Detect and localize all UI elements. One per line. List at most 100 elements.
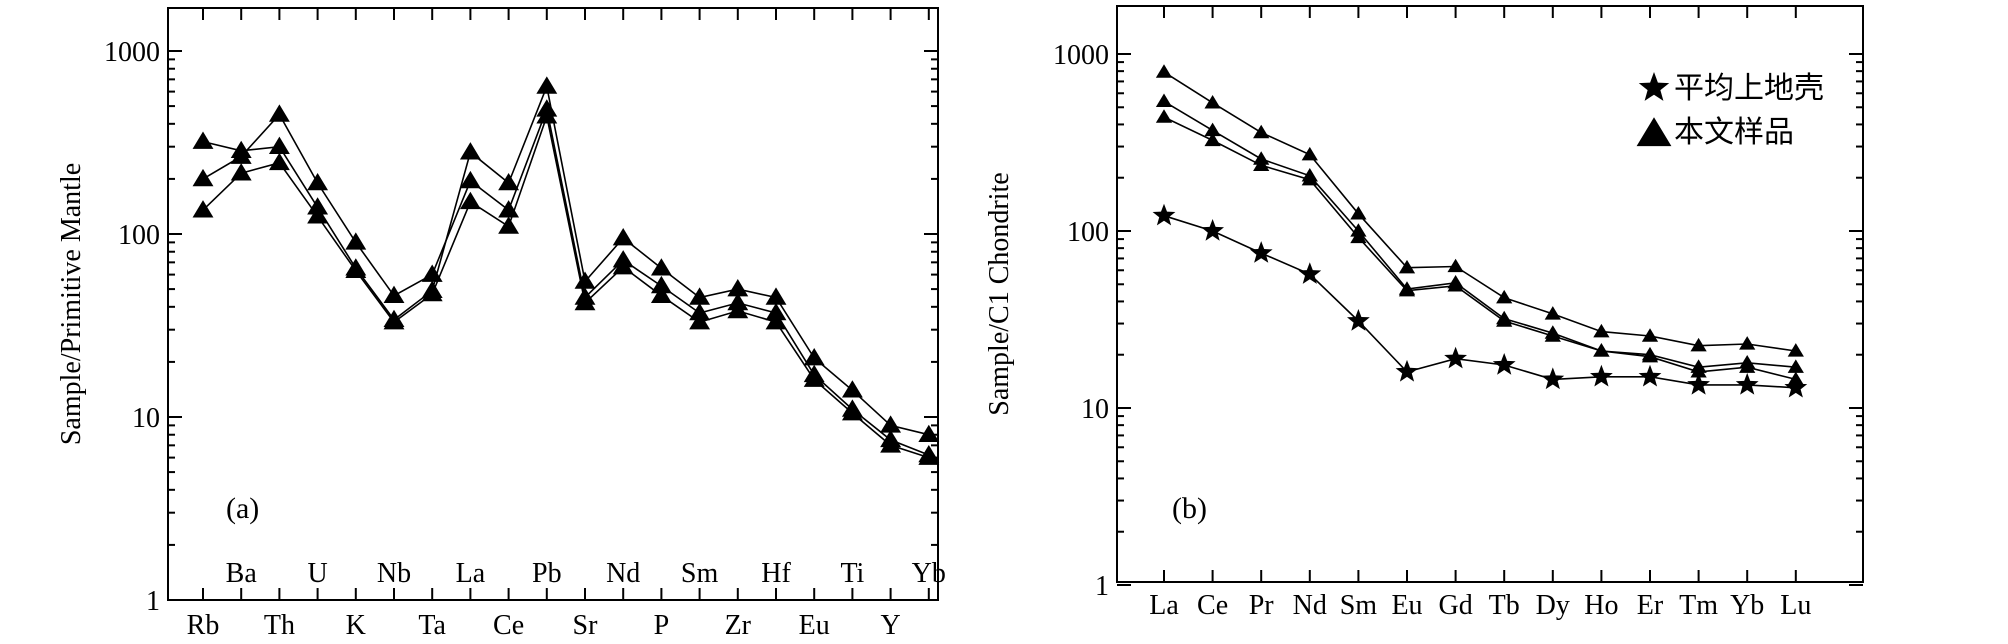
x-tick-label: Ho [1584,590,1618,621]
data-point-triangle [765,312,787,330]
data-point-triangle [1496,313,1513,327]
data-point-triangle [689,312,711,330]
x-tick-label: Zr [725,610,752,641]
data-point-triangle [536,76,558,94]
x-tick-label: Yb [912,558,946,589]
data-point-star [1298,262,1322,284]
x-tick-label: K [346,610,366,641]
data-point-triangle [421,283,443,302]
data-point-triangle [650,258,672,276]
x-tick-label: Ce [1197,590,1228,621]
data-point-triangle [1155,109,1173,123]
data-point-triangle [1739,359,1756,373]
data-point-star [1249,241,1273,263]
data-point-triangle [918,447,940,465]
data-point-triangle [574,292,596,311]
data-point-star [1735,372,1759,395]
data-point-triangle [498,200,520,218]
x-tick-label: Gd [1438,590,1472,621]
data-point-triangle [345,260,367,279]
data-point-triangle [1447,278,1464,292]
y-tick-label: 1000 [1053,40,1109,71]
data-point-triangle [841,380,863,398]
data-point-triangle [574,271,596,289]
x-tick-label: Sm [681,558,719,589]
data-point-triangle [1350,206,1367,220]
y-tick-label: 100 [118,220,160,251]
legend-entry: 平均上地壳 [1638,71,1824,106]
data-point-triangle [765,287,787,305]
data-point-triangle [230,163,252,181]
y-axis-title: Sample/C1 Chondrite [984,172,1015,415]
series-line [1163,71,1796,352]
data-point-star [1687,372,1710,395]
data-point-star [1492,353,1516,375]
data-point-triangle [612,256,634,275]
x-tick-label: Tm [1679,590,1718,621]
legend-entry: 本文样品 [1636,115,1794,150]
x-tick-label: Dy [1536,590,1570,621]
data-point-triangle [268,152,290,171]
x-tick-label: Pr [1249,590,1275,621]
x-tick-label: Nd [606,558,640,589]
panel-label: (a) [226,492,259,525]
data-point-triangle [307,206,329,224]
y-tick-label: 10 [1081,394,1109,425]
legend-label: 平均上地壳 [1674,71,1824,106]
data-point-triangle [1350,229,1367,244]
data-point-star [1395,359,1419,382]
data-point-triangle [1155,93,1173,108]
data-point-triangle [765,302,787,321]
y-tick-label: 1 [146,586,160,617]
x-tick-label: Nd [1293,590,1327,621]
data-point-star [1201,219,1224,241]
data-point-triangle [1641,348,1659,363]
data-point-triangle [192,131,214,149]
data-point-triangle [841,403,863,421]
data-point-triangle [803,347,825,366]
data-point-triangle [383,312,405,330]
x-tick-label: Rb [187,610,220,641]
data-point-triangle [918,424,940,443]
data-point-triangle [1204,122,1221,137]
y-tick-label: 1 [1095,571,1109,602]
data-point-triangle [1155,64,1173,78]
data-point-triangle [727,279,749,297]
data-point-triangle [1204,94,1221,109]
data-point-star [1541,367,1565,390]
x-tick-label: Er [1637,590,1664,621]
series-line [202,106,930,456]
data-point-triangle [192,168,214,187]
data-point-triangle [1447,258,1464,273]
data-point-triangle [1398,259,1416,274]
data-point-triangle [498,172,520,191]
data-point-triangle [1496,289,1513,304]
data-point-star [1590,364,1613,387]
x-tick-label: Ba [226,558,258,589]
legend-label: 本文样品 [1674,115,1794,150]
x-tick-label: Eu [799,610,830,641]
plot-frame [167,7,939,601]
data-point-triangle [1641,328,1659,342]
data-point-triangle [1787,359,1804,373]
data-point-triangle [230,146,252,164]
data-point-triangle [498,216,520,234]
data-point-triangle [459,142,481,160]
data-point-triangle [345,232,367,250]
x-tick-label: Ti [840,558,864,589]
data-point-triangle [1301,171,1318,186]
data-point-triangle [1787,343,1804,357]
data-point-triangle [1544,306,1561,320]
data-point-triangle [880,415,902,433]
data-point-triangle [1301,146,1318,161]
data-point-triangle [1204,132,1221,147]
data-point-triangle [689,302,711,321]
x-tick-label: Th [264,610,295,641]
data-point-triangle [650,275,672,294]
data-point-triangle [1253,157,1270,171]
data-point-triangle [1690,364,1707,378]
data-point-star [1347,309,1370,331]
data-point-triangle [383,285,405,304]
data-point-triangle [1593,343,1610,357]
